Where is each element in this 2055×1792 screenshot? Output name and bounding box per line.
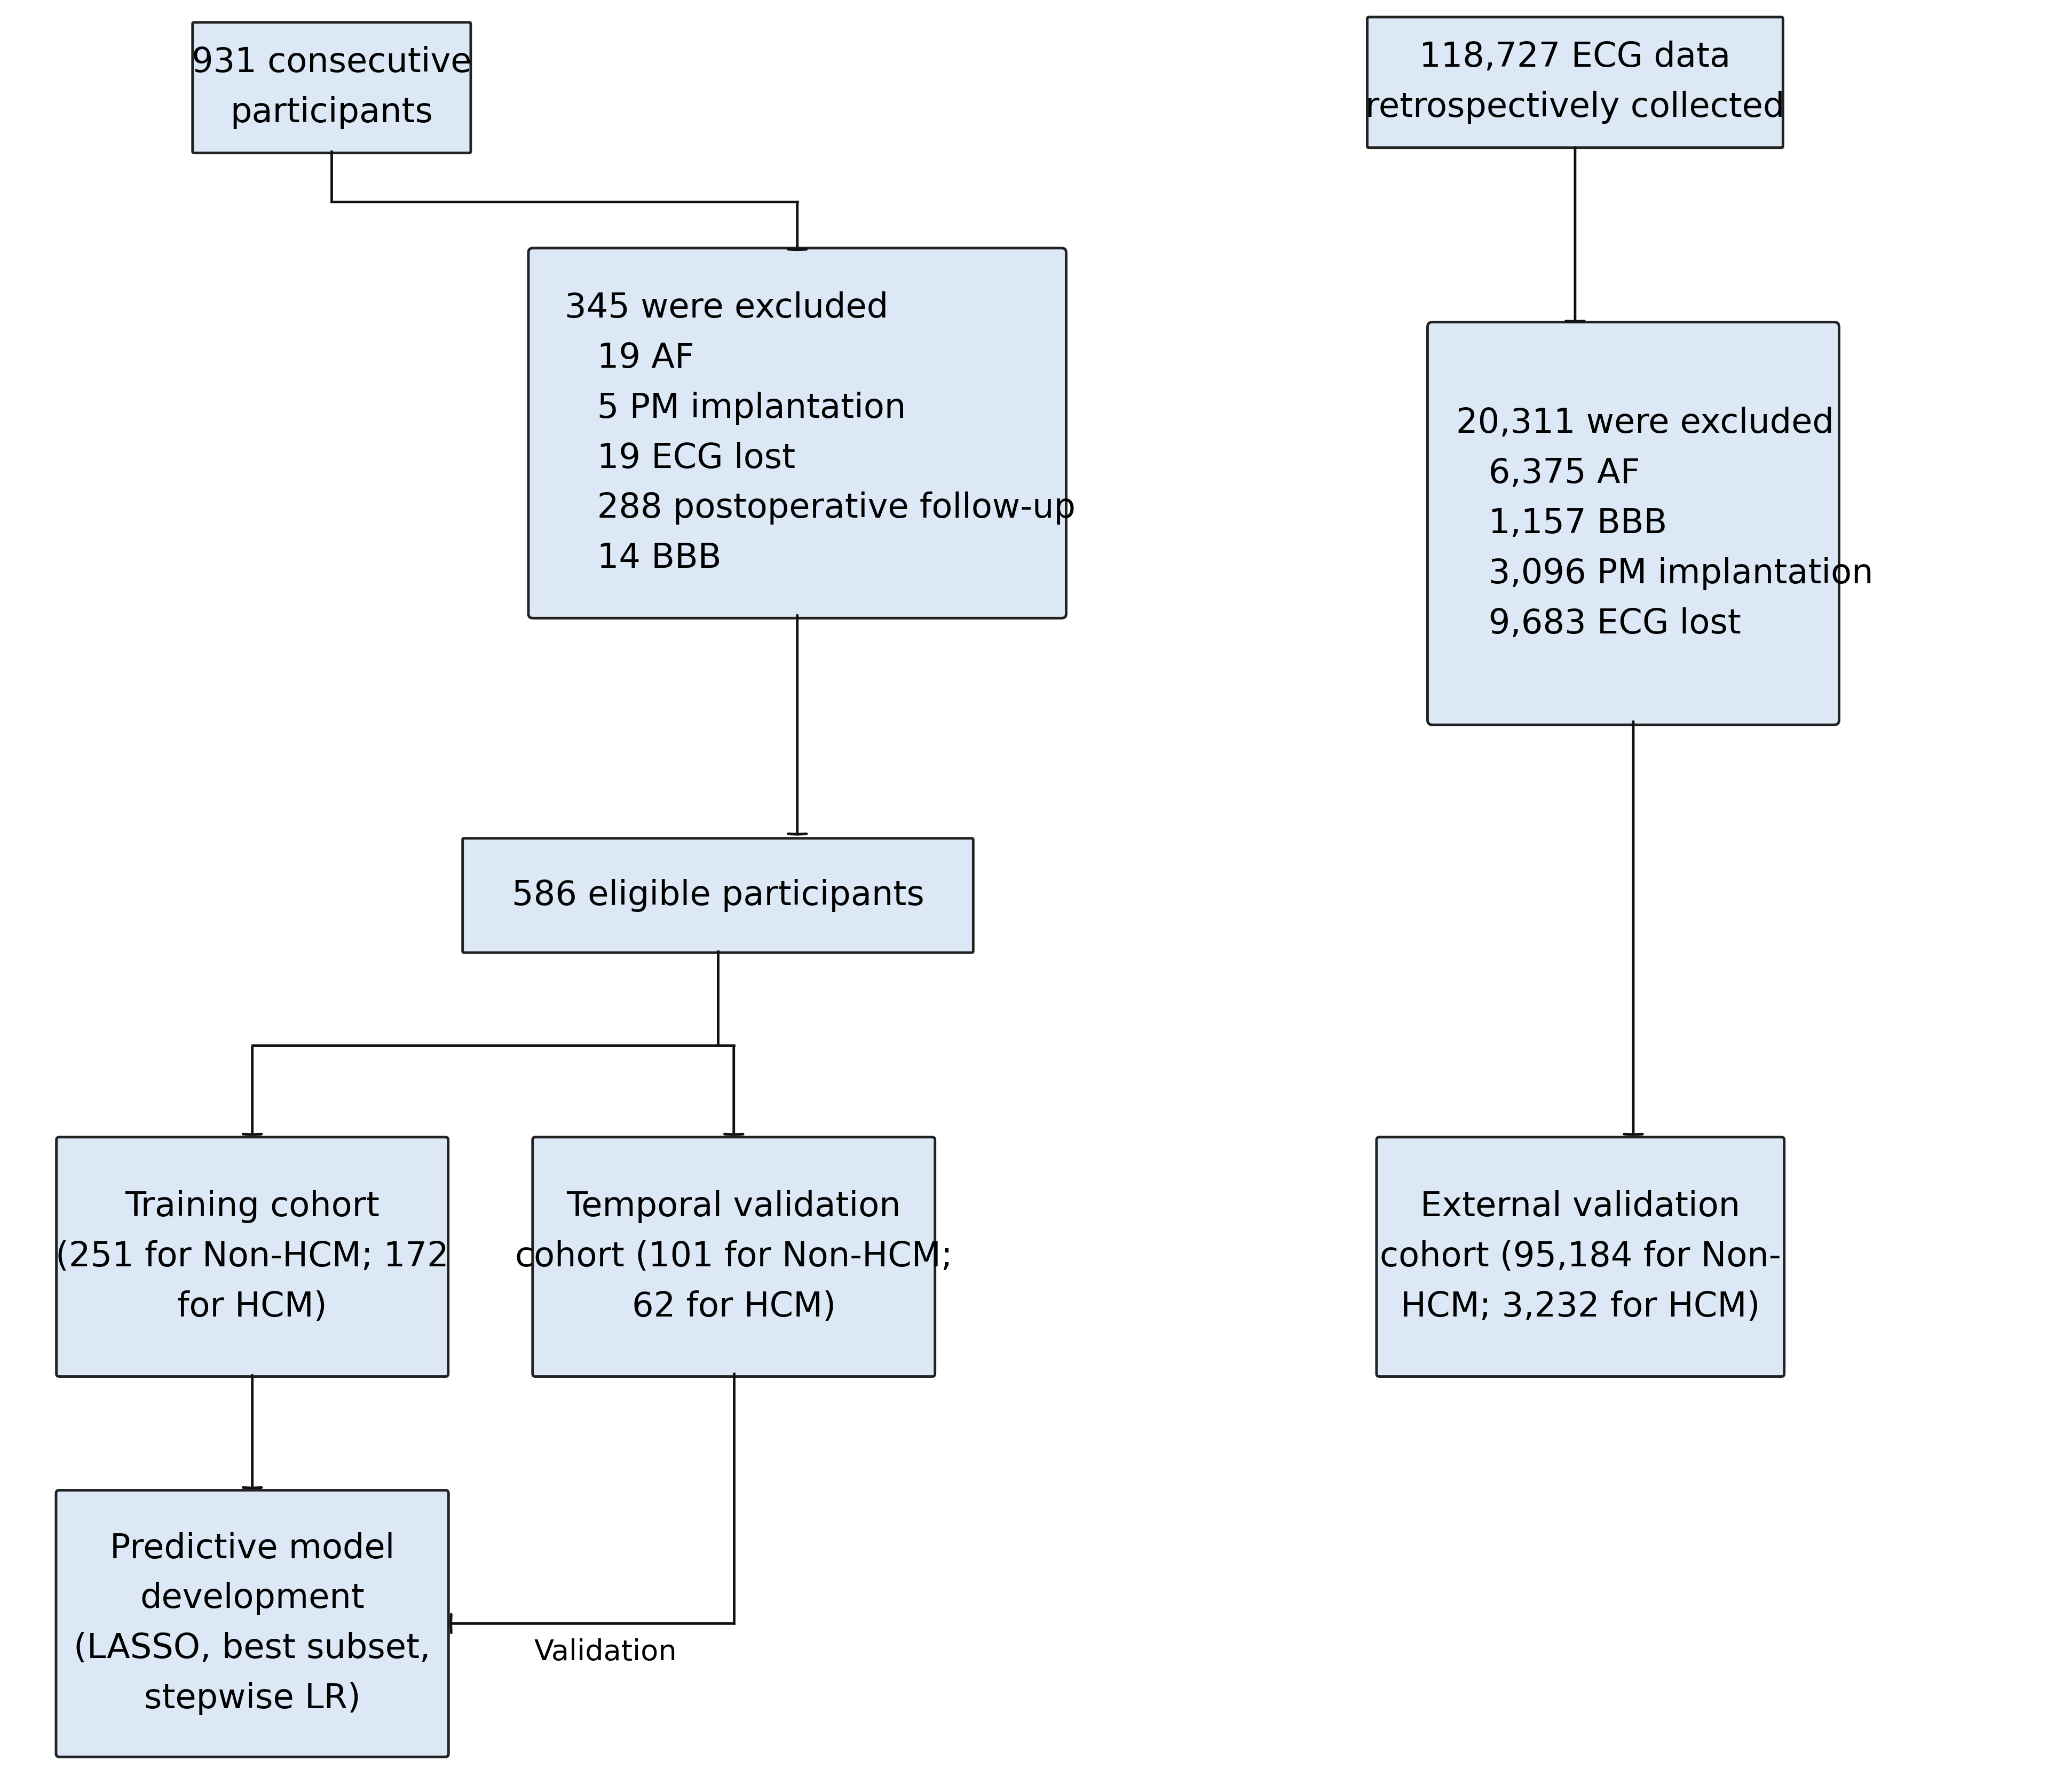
Text: Validation: Validation [534, 1638, 676, 1667]
Text: 345 were excluded
   19 AF
   5 PM implantation
   19 ECG lost
   288 postoperat: 345 were excluded 19 AF 5 PM implantatio… [565, 292, 1075, 575]
FancyBboxPatch shape [55, 1138, 448, 1376]
Text: 931 consecutive
participants: 931 consecutive participants [191, 47, 473, 129]
FancyBboxPatch shape [1428, 323, 1839, 724]
Text: Predictive model
development
(LASSO, best subset,
stepwise LR): Predictive model development (LASSO, bes… [74, 1532, 432, 1715]
Text: Temporal validation
cohort (101 for Non-HCM;
62 for HCM): Temporal validation cohort (101 for Non-… [516, 1190, 954, 1324]
FancyBboxPatch shape [193, 22, 471, 152]
Text: Training cohort
(251 for Non-HCM; 172
for HCM): Training cohort (251 for Non-HCM; 172 fo… [55, 1190, 448, 1324]
FancyBboxPatch shape [1377, 1138, 1784, 1376]
FancyBboxPatch shape [528, 247, 1067, 618]
Text: External validation
cohort (95,184 for Non-
HCM; 3,232 for HCM): External validation cohort (95,184 for N… [1379, 1190, 1782, 1324]
Text: 20,311 were excluded
   6,375 AF
   1,157 BBB
   3,096 PM implantation
   9,683 : 20,311 were excluded 6,375 AF 1,157 BBB … [1457, 407, 1874, 640]
FancyBboxPatch shape [532, 1138, 935, 1376]
Text: 586 eligible participants: 586 eligible participants [512, 878, 925, 912]
FancyBboxPatch shape [462, 839, 974, 953]
Text: 118,727 ECG data
retrospectively collected: 118,727 ECG data retrospectively collect… [1365, 41, 1784, 124]
FancyBboxPatch shape [1367, 18, 1784, 147]
FancyBboxPatch shape [55, 1491, 448, 1756]
